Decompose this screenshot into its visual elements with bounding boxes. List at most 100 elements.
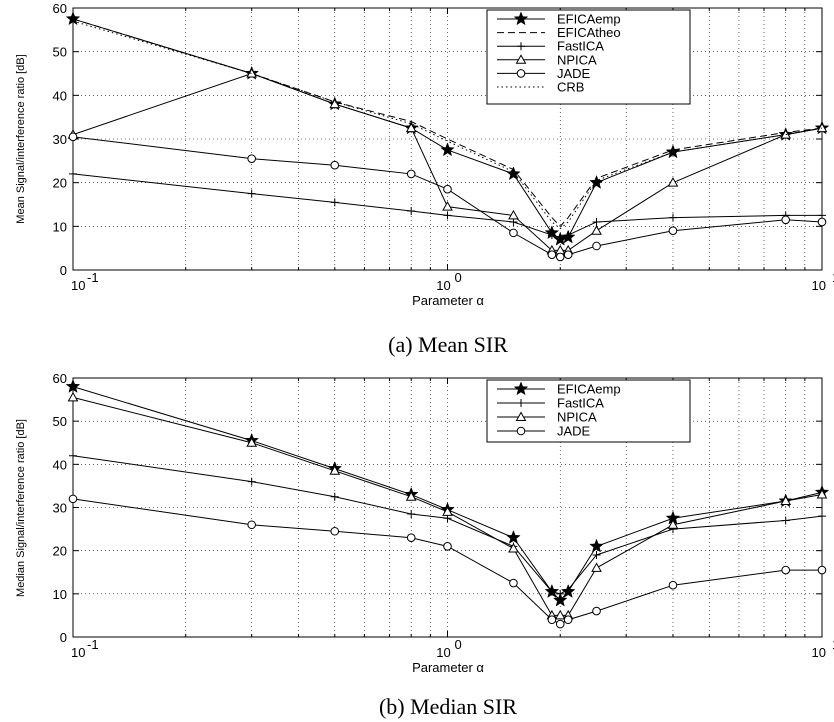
- data-point-jade: [563, 615, 573, 625]
- data-point-jade: [330, 526, 340, 536]
- data-point-eficaemp: [589, 174, 604, 189]
- legend-label: CRB: [557, 80, 584, 95]
- data-point-fastica: [69, 451, 77, 460]
- legend-marker-fastica: [517, 399, 525, 407]
- data-point-jade: [247, 154, 256, 163]
- data-point-eficaemp: [440, 142, 455, 157]
- data-point-fastica: [407, 509, 416, 518]
- data-point-npica: [246, 67, 258, 78]
- data-point-jade: [509, 578, 518, 588]
- legend-label: JADE: [557, 66, 591, 81]
- x-tick-label: 10: [71, 645, 85, 660]
- data-point-fastica: [668, 213, 677, 222]
- data-point-eficaemp: [65, 11, 81, 26]
- data-point-jade: [668, 580, 678, 590]
- y-axis-label-median: Median Signal/interference ratio [dB]: [15, 419, 27, 597]
- data-point-fastica: [69, 169, 77, 178]
- data-point-npica: [67, 391, 79, 402]
- data-point-jade: [547, 250, 557, 260]
- y-tick-label: 0: [60, 263, 67, 278]
- data-point-fastica: [818, 512, 826, 521]
- caption-mean: (a) Mean SIR: [388, 332, 508, 357]
- data-point-jade: [68, 132, 78, 142]
- legend-marker-fastica: [517, 42, 525, 51]
- series-median: [65, 378, 830, 629]
- data-point-fastica: [547, 587, 556, 596]
- y-tick-label: 10: [53, 219, 67, 234]
- x-tick-label: 10: [812, 278, 826, 293]
- data-point-eficaemp: [552, 592, 568, 607]
- x-tick-label: 10: [71, 278, 85, 293]
- y-tick-label: 50: [53, 414, 67, 429]
- data-point-fastica: [330, 198, 339, 207]
- data-point-npica: [816, 122, 828, 133]
- grid-mean: [73, 8, 822, 270]
- data-point-eficaemp: [589, 538, 604, 553]
- legend-label: JADE: [557, 424, 591, 439]
- data-point-npica: [508, 542, 519, 553]
- data-point-jade: [592, 241, 601, 251]
- data-point-jade: [668, 226, 678, 235]
- y-tick-label: 60: [53, 1, 67, 16]
- y-tick-label: 20: [53, 544, 67, 559]
- data-point-fastica: [564, 231, 573, 240]
- x-tick-exponent: -1: [87, 637, 99, 652]
- x-tick-exponent: 0: [455, 270, 462, 285]
- data-point-npica: [816, 489, 828, 499]
- data-point-jade: [247, 520, 256, 530]
- data-point-fastica: [556, 589, 565, 598]
- legend-marker-npica: [515, 411, 527, 421]
- y-tick-label: 10: [53, 587, 67, 602]
- data-point-npica: [591, 562, 602, 572]
- data-point-fastica: [592, 550, 601, 559]
- data-point-fastica: [592, 217, 601, 226]
- data-point-fastica: [781, 516, 790, 525]
- legend-label: NPICA: [557, 52, 597, 67]
- y-tick-label: 50: [53, 45, 67, 60]
- y-tick-label: 0: [60, 630, 67, 645]
- data-point-npica: [508, 209, 519, 220]
- series-line-eficatheo: [72, 18, 823, 228]
- data-point-jade: [406, 169, 416, 179]
- data-point-jade: [817, 217, 827, 227]
- legend-marker-eficaemp: [513, 11, 529, 26]
- data-point-jade: [443, 542, 452, 551]
- data-point-jade: [547, 615, 557, 625]
- x-tick-label: 10: [812, 645, 826, 660]
- y-tick-label: 60: [53, 371, 67, 386]
- y-tick-label: 40: [53, 457, 67, 472]
- grid-median: [73, 378, 822, 637]
- data-point-fastica: [247, 477, 256, 486]
- x-tick-exponent: 0: [455, 637, 462, 652]
- data-point-npica: [667, 177, 679, 187]
- data-point-jade: [443, 184, 452, 194]
- x-axis-label-median: Parameter α: [412, 660, 484, 675]
- data-point-npica: [554, 609, 566, 620]
- x-axis-label-mean: Parameter α: [412, 293, 484, 308]
- data-point-npica: [442, 506, 453, 516]
- data-point-jade: [406, 533, 416, 543]
- data-point-npica: [329, 98, 341, 109]
- legend-label: NPICA: [557, 410, 597, 425]
- x-tick-exponent: -1: [87, 270, 99, 285]
- legend-marker-jade: [516, 69, 526, 78]
- y-axis-label-mean: Mean Signal/interference ratio [dB]: [15, 54, 27, 223]
- legend-marker-npica: [515, 54, 527, 64]
- data-point-jade: [509, 228, 518, 238]
- data-point-npica: [405, 491, 417, 501]
- data-point-fastica: [564, 585, 573, 594]
- legend-label: EFICAemp: [557, 382, 621, 397]
- data-point-jade: [330, 160, 340, 170]
- data-point-jade: [781, 215, 791, 225]
- x-tick-label: 10: [436, 278, 450, 293]
- y-tick-label: 30: [53, 501, 67, 516]
- data-point-fastica: [247, 189, 256, 198]
- data-point-fastica: [330, 492, 339, 501]
- legend-label: FastICA: [557, 39, 604, 54]
- data-point-jade: [68, 494, 78, 504]
- data-point-npica: [405, 122, 417, 133]
